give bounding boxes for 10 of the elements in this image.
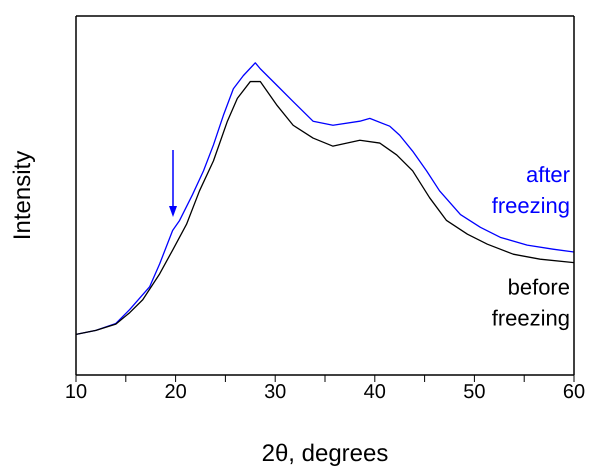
x-tick-label: 10 [64, 381, 88, 404]
series-label: before freezing [492, 274, 570, 331]
x-tick-label: 50 [463, 381, 486, 404]
y-axis-title: Intensity [9, 150, 36, 240]
series-label: after freezing [492, 162, 570, 218]
x-axis-title: 2θ, degrees [262, 440, 388, 467]
x-tick-label: 60 [562, 381, 586, 404]
x-tick-label: 30 [264, 381, 286, 404]
x-tick-label: 40 [364, 381, 386, 404]
x-tick-label: 20 [164, 381, 187, 404]
